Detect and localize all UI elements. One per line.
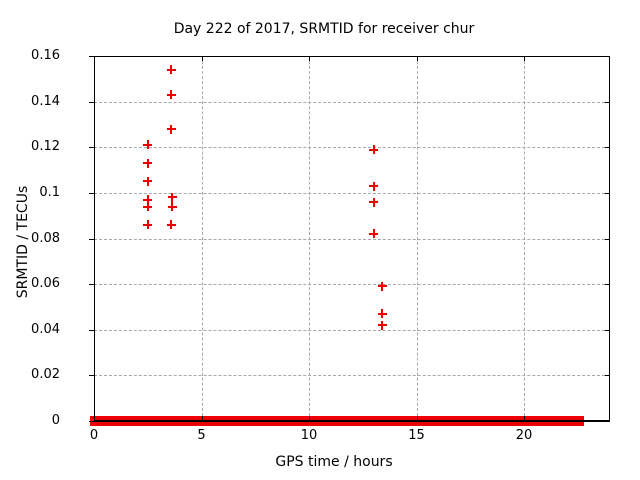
plot-border xyxy=(94,56,610,421)
data-point-marker xyxy=(166,90,176,100)
data-point-marker xyxy=(143,220,153,230)
data-point-marker xyxy=(377,281,387,291)
h-gridline xyxy=(94,192,610,194)
h-gridline xyxy=(94,375,610,377)
y-tick-right xyxy=(605,375,610,377)
data-point-marker xyxy=(369,229,378,239)
y-tick-label: 0.1 xyxy=(39,184,60,200)
data-point-marker xyxy=(167,192,177,202)
x-tick-bottom xyxy=(416,416,418,421)
h-gridline xyxy=(94,147,610,149)
y-tick-right xyxy=(605,147,610,149)
y-tick-label: 0 xyxy=(51,413,60,428)
y-tick-left xyxy=(89,101,94,103)
y-tick-left xyxy=(89,421,94,422)
y-tick-right xyxy=(605,56,610,57)
x-axis-label: GPS time / hours xyxy=(275,454,393,470)
x-tick-label: 10 xyxy=(300,428,318,443)
x-tick-label: 5 xyxy=(197,428,206,443)
y-tick-label: 0.02 xyxy=(31,367,60,383)
h-gridline xyxy=(94,101,610,103)
data-point-marker xyxy=(369,181,378,191)
chart-title: Day 222 of 2017, SRMTID for receiver chu… xyxy=(173,21,475,37)
y-tick-left xyxy=(89,56,94,57)
data-point-marker xyxy=(143,176,153,186)
data-point-marker xyxy=(167,202,177,212)
y-tick-right xyxy=(605,238,610,240)
data-point-marker xyxy=(369,145,378,155)
x-tick-top xyxy=(309,56,310,61)
y-tick-right xyxy=(605,421,610,422)
x-tick-bottom xyxy=(201,416,203,421)
y-tick-right xyxy=(605,284,610,286)
x-tick-top xyxy=(201,56,203,61)
x-tick-bottom xyxy=(94,416,95,421)
y-tick-label: 0.14 xyxy=(31,93,60,109)
data-point-marker xyxy=(166,124,176,134)
y-tick-label: 0.04 xyxy=(31,321,60,337)
v-gridline xyxy=(201,56,203,421)
x-tick-top xyxy=(416,56,418,61)
data-point-marker xyxy=(143,202,153,212)
v-gridline xyxy=(309,56,310,421)
data-point-marker xyxy=(143,140,153,150)
x-tick-label: 15 xyxy=(408,428,425,443)
x-tick-top xyxy=(524,56,525,61)
x-tick-bottom xyxy=(309,416,310,421)
y-tick-label: 0.08 xyxy=(31,230,60,246)
y-tick-left xyxy=(89,329,94,331)
y-tick-right xyxy=(605,192,610,194)
h-gridline xyxy=(94,329,610,331)
x-tick-bottom xyxy=(524,416,525,421)
data-point-marker xyxy=(166,65,176,75)
v-gridline xyxy=(524,56,525,421)
x-tick-label: 20 xyxy=(515,428,533,443)
v-gridline xyxy=(416,56,418,421)
x-tick-top xyxy=(94,56,95,61)
y-tick-label: 0.06 xyxy=(31,276,60,292)
data-point-marker xyxy=(369,197,378,207)
h-gridline xyxy=(94,238,610,240)
y-tick-left xyxy=(89,375,94,377)
data-point-marker xyxy=(377,320,387,330)
data-point-marker xyxy=(377,309,387,319)
y-tick-right xyxy=(605,101,610,103)
h-gridline xyxy=(94,284,610,286)
x-axis-line xyxy=(94,420,610,422)
y-tick-left xyxy=(89,192,94,194)
y-tick-left xyxy=(89,238,94,240)
y-tick-left xyxy=(89,284,94,286)
data-point-marker xyxy=(143,158,153,168)
data-point-marker xyxy=(143,195,153,205)
y-tick-right xyxy=(605,329,610,331)
data-point-marker xyxy=(166,220,176,230)
y-tick-left xyxy=(89,147,94,149)
y-tick-label: 0.12 xyxy=(31,139,60,155)
y-tick-label: 0.16 xyxy=(31,48,60,63)
x-tick-label: 0 xyxy=(89,428,99,443)
